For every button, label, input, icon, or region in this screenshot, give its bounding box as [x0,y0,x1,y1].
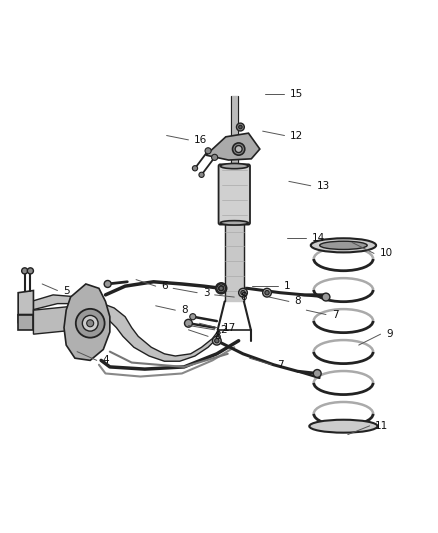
Circle shape [265,290,269,295]
Text: 8: 8 [294,296,301,306]
Text: 9: 9 [386,329,393,339]
Text: 15: 15 [290,89,304,99]
Polygon shape [18,295,219,361]
Ellipse shape [220,221,248,225]
Circle shape [212,154,218,160]
Circle shape [190,313,196,320]
Circle shape [82,316,98,331]
FancyBboxPatch shape [219,164,250,224]
Circle shape [27,268,33,274]
Text: 5: 5 [63,286,70,295]
Text: 2: 2 [220,325,227,335]
Text: 7: 7 [277,360,284,370]
Circle shape [21,268,28,274]
Ellipse shape [309,419,378,433]
Text: 8: 8 [240,292,247,302]
Circle shape [217,284,226,293]
Circle shape [184,319,192,327]
Circle shape [313,369,321,377]
Circle shape [237,123,244,131]
Text: 16: 16 [194,135,207,145]
Text: 4: 4 [102,356,109,365]
Circle shape [322,293,330,301]
Text: 1: 1 [284,281,290,291]
Circle shape [87,320,94,327]
Text: 8: 8 [214,332,220,341]
Text: 17: 17 [223,322,236,333]
Ellipse shape [235,146,242,152]
Polygon shape [18,314,33,330]
Text: 3: 3 [203,288,209,298]
Polygon shape [64,284,110,360]
Text: 6: 6 [161,281,168,291]
Text: 14: 14 [312,233,325,243]
Text: 12: 12 [290,131,304,141]
Ellipse shape [220,164,248,169]
Circle shape [239,125,242,129]
Circle shape [219,286,223,290]
Polygon shape [33,306,77,334]
Circle shape [241,290,245,295]
Circle shape [212,336,221,345]
Text: 8: 8 [181,305,187,315]
Circle shape [199,172,204,177]
Ellipse shape [320,241,367,249]
Ellipse shape [233,143,245,155]
Circle shape [76,309,105,338]
Ellipse shape [216,283,226,294]
Ellipse shape [219,286,224,291]
Polygon shape [206,133,260,160]
Circle shape [239,288,247,297]
Circle shape [205,148,211,154]
Text: 7: 7 [332,310,338,319]
Polygon shape [18,290,33,314]
Text: 11: 11 [375,421,389,431]
Ellipse shape [311,238,376,253]
Text: 10: 10 [380,248,393,259]
Text: 13: 13 [316,181,330,191]
Circle shape [215,338,219,343]
Circle shape [104,280,111,287]
Circle shape [263,288,272,297]
Circle shape [192,166,198,171]
